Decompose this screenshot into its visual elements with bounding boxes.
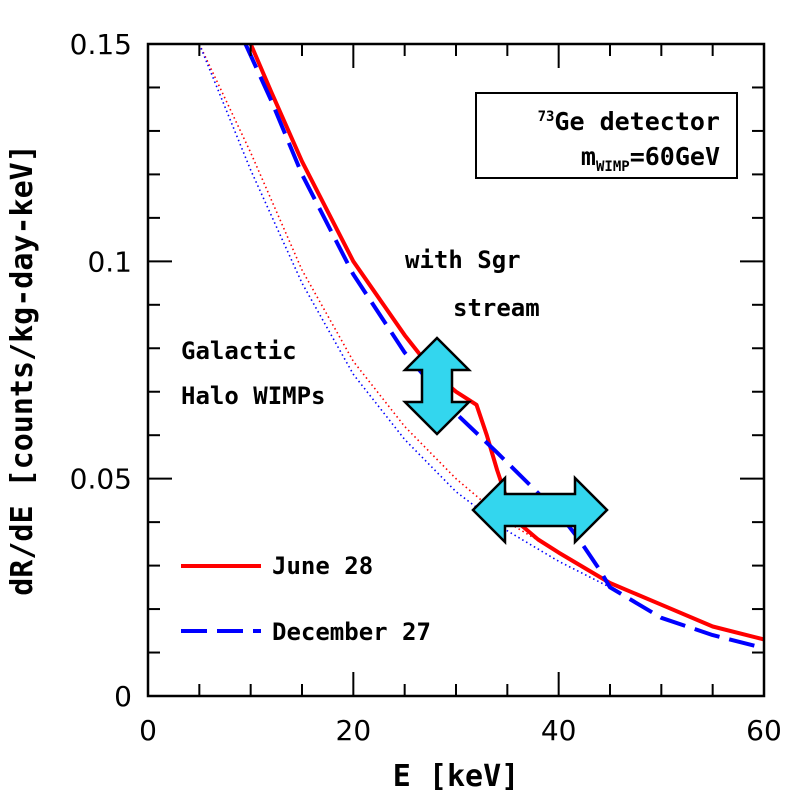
detector-label: 73Ge detector bbox=[538, 107, 720, 136]
detector-info-box bbox=[475, 92, 738, 179]
wimp-mass-label: mWIMP=60GeV bbox=[581, 142, 720, 175]
legend: June 28 December 27 bbox=[181, 552, 431, 646]
y-tick-label: 0 bbox=[114, 680, 132, 713]
x-tick-label: 20 bbox=[336, 714, 372, 747]
y-tick-label: 0.05 bbox=[70, 463, 132, 496]
horizontal-double-arrow bbox=[471, 474, 609, 546]
ticks-layer: 0 20 40 60 0 0.05 0.1 0.15 bbox=[70, 28, 782, 747]
x-tick-label: 60 bbox=[746, 714, 782, 747]
y-tick-label: 0.1 bbox=[87, 245, 132, 278]
legend-label-june: June 28 bbox=[272, 552, 373, 580]
y-tick-label: 0.15 bbox=[70, 28, 132, 61]
halo-label-line1: Galactic bbox=[181, 337, 297, 365]
x-axis-title: E [keV] bbox=[393, 759, 519, 794]
series-line-1 bbox=[243, 44, 764, 651]
legend-label-december: December 27 bbox=[272, 618, 431, 646]
series-line-0 bbox=[248, 44, 764, 642]
vertical-double-arrow bbox=[401, 336, 473, 436]
x-tick-label: 40 bbox=[541, 714, 577, 747]
series-layer bbox=[198, 44, 764, 651]
sgr-stream-label-line2: stream bbox=[453, 294, 540, 322]
x-tick-label: 0 bbox=[139, 714, 157, 747]
sgr-stream-label-line1: with Sgr bbox=[405, 246, 521, 274]
series-line-2 bbox=[198, 44, 611, 584]
halo-label-line2: Halo WIMPs bbox=[181, 382, 326, 410]
y-axis-title: dR/dE [counts/kg-day-keV] bbox=[5, 144, 40, 596]
